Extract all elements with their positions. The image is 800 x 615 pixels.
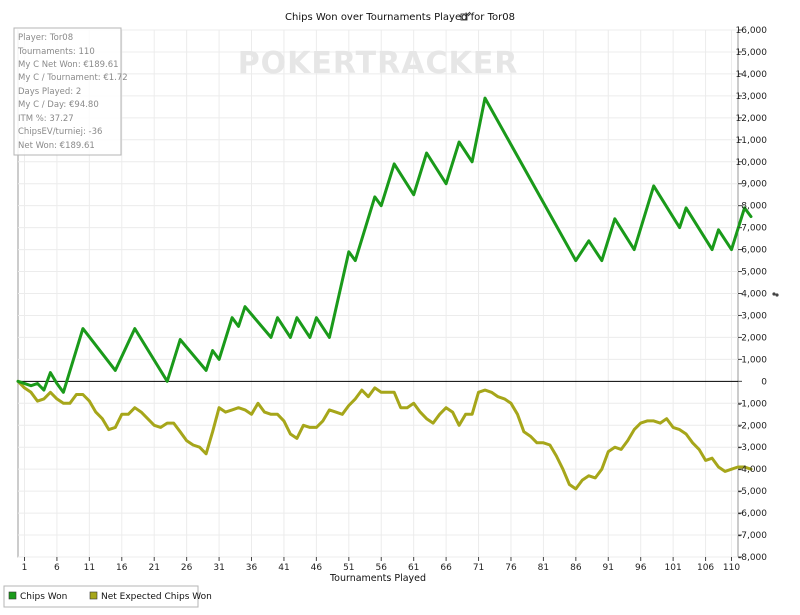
stat-days-played: Days Played: 2 <box>18 87 81 97</box>
y-tick-label: 11,000 <box>736 136 768 146</box>
legend-label-net-expected: Net Expected Chips Won <box>101 592 212 602</box>
y-tick-label: -4,000 <box>738 465 767 475</box>
x-tick-label: 36 <box>246 563 258 573</box>
y-tick-label: -3,000 <box>738 443 767 453</box>
y-tick-label: -2,000 <box>738 421 767 431</box>
legend-item-chips-won[interactable]: Chips Won <box>8 591 67 602</box>
y-tick-label: 7,000 <box>741 224 767 234</box>
stat-per-tournament: My C / Tournament: €1.72 <box>18 73 128 83</box>
y-tick-label: -6,000 <box>738 509 767 519</box>
plot-area: POKERTRACKER 16,00015,00014,00013,00012,… <box>16 26 768 573</box>
stats-box-frame <box>13 27 122 156</box>
stat-net-won-c: My C Net Won: €189.61 <box>18 60 119 70</box>
y-tick-label: 10,000 <box>736 158 768 168</box>
y-tick-label: 9,000 <box>741 180 767 190</box>
x-tick-label: 110 <box>723 563 740 573</box>
stat-per-day: My C / Day: €94.80 <box>18 100 99 110</box>
x-tick-label: 76 <box>505 563 517 573</box>
y-tick-label: 4,000 <box>741 290 767 300</box>
y-tick-label: -8,000 <box>738 553 767 563</box>
x-tick-label: 66 <box>440 563 452 573</box>
legend-frame <box>3 585 199 608</box>
legend-swatch-chips-won <box>8 591 17 600</box>
y-tick-label: -1,000 <box>738 399 767 409</box>
y-tick-label: 2,000 <box>741 333 767 343</box>
x-axis-ticks: 1 6 11 16 21 26 31 36 41 46 51 56 61 66 71 76 81 86 91 96 10… <box>22 557 740 573</box>
x-tick-label: 106 <box>697 563 714 573</box>
chip-stack-icon <box>460 11 472 21</box>
x-tick-label: 41 <box>278 563 289 573</box>
y-axis-ticks: 16,000 15,000 14,000 13,000 12,000 11,000 10,0… <box>736 26 768 563</box>
y-tick-label: 16,000 <box>736 26 768 36</box>
stat-player: Player: Tor08 <box>18 33 73 43</box>
watermark: POKERTRACKER <box>238 46 519 81</box>
x-tick-label: 86 <box>570 563 582 573</box>
legend-label-chips-won: Chips Won <box>20 592 67 602</box>
x-tick-label: 56 <box>376 563 388 573</box>
stat-net-won: Net Won: €189.61 <box>18 141 95 151</box>
y-tick-label: 14,000 <box>736 70 768 80</box>
grid <box>18 29 738 558</box>
x-tick-label: 46 <box>311 563 323 573</box>
series-line-net-expected <box>16 379 753 491</box>
series-layer <box>16 96 753 491</box>
x-tick-label: 71 <box>473 563 484 573</box>
x-tick-label: 11 <box>84 563 95 573</box>
stat-itm: ITM %: 37.27 <box>18 114 74 124</box>
y-tick-label: 3,000 <box>741 311 767 321</box>
series-line-chips-won <box>16 96 753 394</box>
stat-tournaments: Tournaments: 110 <box>17 47 95 57</box>
chart-title: Chips Won over Tournaments Played for To… <box>285 12 515 23</box>
x-tick-label: 16 <box>116 563 128 573</box>
y-tick-label: 6,000 <box>741 246 767 256</box>
x-tick-label: 96 <box>635 563 647 573</box>
legend-item-net-expected[interactable]: Net Expected Chips Won <box>89 591 212 602</box>
x-tick-label: 91 <box>603 563 614 573</box>
x-tick-label: 1 <box>22 563 28 573</box>
stats-box: Player: Tor08 Tournaments: 110 My C Net … <box>13 27 128 156</box>
legend-swatch-net-expected <box>89 591 98 600</box>
y-tick-label: 1,000 <box>741 355 767 365</box>
x-tick-label: 26 <box>181 563 193 573</box>
chart-title-text: Chips Won over Tournaments Played for <box>285 12 485 23</box>
x-axis-title: Tournaments Played <box>329 573 426 584</box>
y-tick-label: -7,000 <box>738 531 767 541</box>
x-tick-label: 6 <box>54 563 60 573</box>
y-tick-label: 0 <box>761 377 767 387</box>
y-tick-label: 13,000 <box>736 92 768 102</box>
y-tick-label: 15,000 <box>736 48 768 58</box>
x-tick-label: 101 <box>665 563 682 573</box>
y-tick-label: 8,000 <box>741 202 767 212</box>
x-tick-label: 51 <box>343 563 354 573</box>
x-tick-label: 61 <box>408 563 419 573</box>
x-tick-label: 21 <box>148 563 159 573</box>
x-tick-label: 31 <box>213 563 224 573</box>
y-tick-label: 5,000 <box>741 268 767 278</box>
legend: Chips Won Net Expected Chips Won <box>3 585 212 608</box>
x-tick-label: 81 <box>538 563 549 573</box>
y-tick-label: -5,000 <box>738 487 767 497</box>
chips-icon[interactable] <box>772 292 779 297</box>
chart-title-player: Tor08 <box>487 12 515 23</box>
y-tick-label: 12,000 <box>736 114 768 124</box>
stat-chipsev: ChipsEV/turniej: -36 <box>18 127 102 137</box>
